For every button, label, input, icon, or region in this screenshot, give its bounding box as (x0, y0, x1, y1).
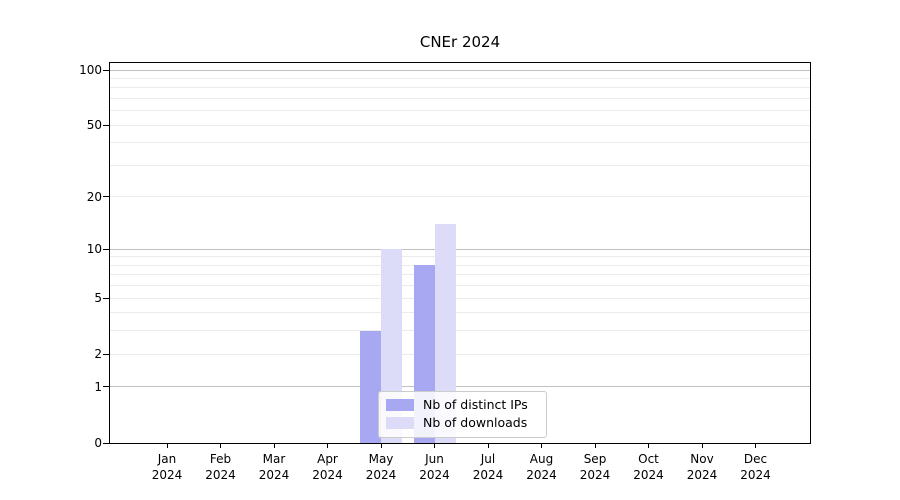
x-tick-label-feb: Feb 2024 (205, 452, 236, 482)
minor-gridline (110, 256, 810, 258)
y-tick (103, 124, 109, 126)
legend: Nb of distinct IPs Nb of downloads (378, 391, 547, 438)
legend-entry-downloads: Nb of downloads (386, 415, 541, 430)
x-tick (327, 443, 328, 448)
y-tick (103, 386, 109, 388)
legend-swatch-distinct-ips (386, 399, 414, 411)
x-tick (273, 443, 275, 448)
y-tick (103, 353, 109, 355)
minor-gridline (110, 297, 810, 299)
y-tick-label: 100 (79, 63, 102, 77)
minor-gridline (110, 312, 810, 314)
y-tick-label: 10 (86, 242, 102, 257)
minor-gridline (110, 97, 810, 99)
x-tick-label-sep: Sep 2024 (579, 452, 611, 482)
x-tick-label-jan: Jan 2024 (151, 452, 183, 482)
minor-gridline (110, 274, 810, 276)
x-tick-label-jul: Jul 2024 (472, 452, 504, 482)
x-tick-label-nov: Nov 2024 (686, 452, 718, 482)
y-tick-label: 1 (94, 379, 102, 394)
x-tick-label-jun: Jun 2024 (419, 452, 450, 482)
y-tick (103, 248, 109, 250)
x-tick-label-oct: Oct 2024 (633, 452, 664, 482)
y-tick (103, 442, 109, 444)
x-tick (487, 443, 489, 448)
major-gridline (110, 69, 810, 71)
y-tick (103, 69, 109, 71)
legend-entry-distinct-ips: Nb of distinct IPs (386, 397, 541, 412)
x-tick (541, 443, 542, 448)
y-tick (103, 297, 109, 299)
plot-area: Nb of distinct IPs Nb of downloads 0 1 2 5 1… (79, 62, 811, 482)
minor-gridline (110, 285, 810, 287)
minor-gridline (110, 110, 810, 112)
x-tick (380, 443, 382, 448)
y-tick-label: 0 (94, 436, 102, 450)
x-tick-label-may: May 2024 (365, 452, 397, 482)
x-tick-label-dec: Dec 2024 (740, 452, 771, 482)
y-tick-label: 50 (86, 118, 102, 133)
x-tick (220, 443, 221, 448)
x-tick (755, 443, 756, 448)
legend-label-downloads: Nb of downloads (423, 415, 528, 430)
minor-gridline (110, 164, 810, 166)
x-tick (166, 443, 168, 448)
minor-gridline (110, 87, 810, 89)
x-tick-label-mar: Mar 2024 (258, 452, 290, 482)
x-tick (594, 443, 596, 448)
x-tick (701, 443, 703, 448)
minor-gridline (110, 353, 810, 355)
legend-swatch-downloads (386, 417, 414, 429)
legend-label-distinct-ips: Nb of distinct IPs (423, 397, 528, 412)
y-tick-label: 5 (94, 291, 102, 306)
y-tick-label: 20 (86, 189, 102, 204)
minor-gridline (110, 264, 810, 266)
x-tick-label-aug: Aug 2024 (526, 452, 557, 482)
major-gridline (110, 248, 810, 250)
bar-distinct-ips-may (360, 330, 381, 443)
bar-downloads-jun (434, 224, 456, 443)
y-tick-label: 2 (94, 347, 102, 362)
chart-title: CNEr 2024 (419, 33, 501, 51)
y-tick (103, 196, 109, 198)
minor-gridline (110, 77, 810, 79)
minor-gridline (110, 124, 810, 126)
x-tick (434, 443, 435, 448)
minor-gridline (110, 142, 810, 144)
x-tick-label-apr: Apr 2024 (312, 452, 343, 482)
minor-gridline (110, 330, 810, 332)
x-tick (648, 443, 649, 448)
major-gridline (110, 386, 810, 388)
minor-gridline (110, 196, 810, 198)
